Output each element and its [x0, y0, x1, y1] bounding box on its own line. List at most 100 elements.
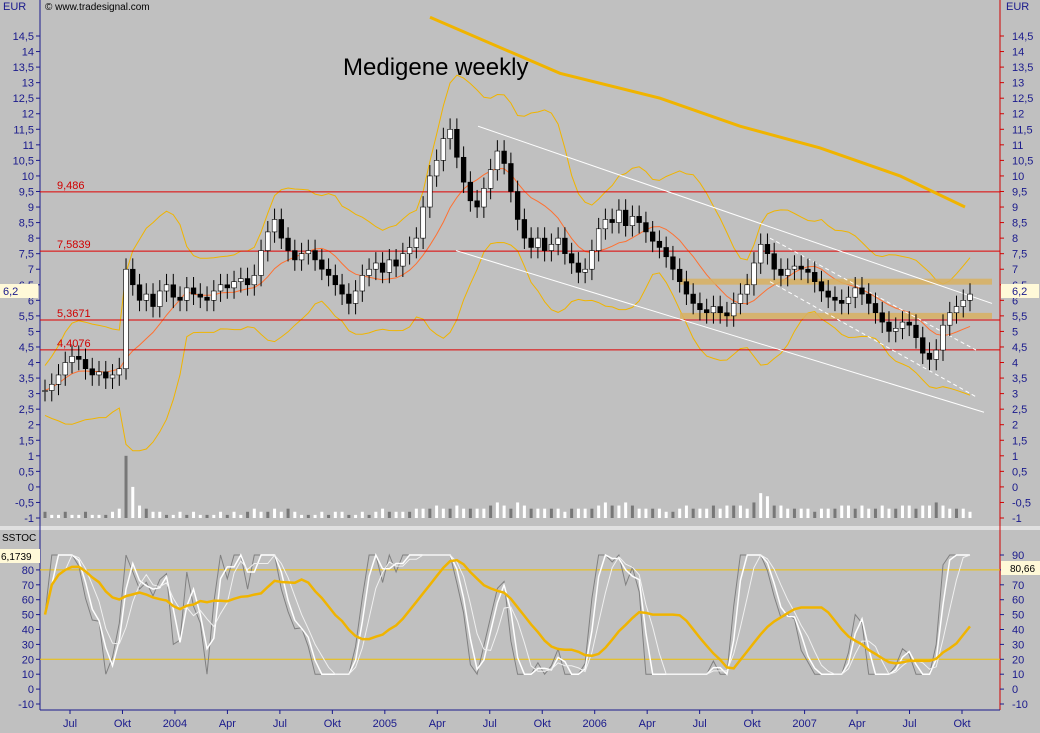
last-price-left: 6,2: [3, 286, 18, 298]
volume-bar: [468, 508, 472, 518]
candle-body: [177, 296, 183, 301]
volume-bar: [414, 508, 418, 518]
candle-body: [886, 321, 892, 332]
main-y-tick-label: 2: [28, 420, 34, 432]
main-y-tick-label: -1: [24, 513, 34, 525]
candle-body: [278, 219, 284, 239]
volume-bar: [327, 514, 331, 518]
long-moving-average: [429, 15, 966, 209]
osc-right-value-box: [1001, 561, 1040, 575]
volume-bar: [279, 511, 283, 518]
volume-bar: [948, 508, 952, 518]
candle-body: [440, 138, 447, 161]
candle-body: [130, 268, 136, 286]
candle-body: [501, 150, 507, 164]
candle-body: [89, 368, 95, 376]
volume-bar: [833, 508, 837, 518]
main-y-tick-label: 8: [28, 233, 34, 245]
candle-body: [609, 219, 615, 223]
volume-bar: [590, 508, 594, 518]
main-y-tick-label-right: 7: [1012, 264, 1018, 276]
osc-raw-line: [44, 553, 970, 676]
candle-body: [231, 281, 237, 289]
reference-label: 4,4076: [57, 338, 91, 350]
candle-body: [859, 287, 865, 295]
candle-body: [940, 324, 946, 351]
main-y-tick-label-right: 10: [1012, 171, 1024, 183]
main-y-tick-label: 14: [22, 47, 34, 59]
last-price-right: 6,2: [1012, 286, 1027, 298]
main-y-tick-label: 4: [28, 358, 34, 370]
candle-body: [55, 374, 62, 385]
volume-bar: [387, 511, 391, 518]
volume-bar: [907, 505, 911, 518]
main-y-tick-label-right: 4,5: [1012, 342, 1027, 354]
main-y-tick-label: 2,5: [19, 404, 34, 416]
main-y-tick-label-right: 14: [1012, 47, 1024, 59]
volume-bar: [732, 505, 736, 518]
volume-bar: [691, 508, 695, 518]
volume-bar: [286, 508, 290, 518]
volume-bar: [887, 508, 891, 518]
reference-label: 7,5839: [57, 239, 91, 251]
main-y-tick-label-right: 4: [1012, 358, 1018, 370]
candle-body: [379, 262, 386, 273]
main-y-tick-label-right: 3: [1012, 389, 1018, 401]
channel-bottom: [455, 250, 985, 413]
main-y-tick-label-right: 11: [1012, 140, 1023, 152]
main-y-tick-label-right: 14,5: [1012, 31, 1033, 43]
volume-bar: [752, 502, 756, 518]
osc-y-tick-label: 10: [22, 669, 34, 681]
candle-body: [244, 278, 251, 286]
candle-body: [744, 284, 750, 295]
last-price-box-right: [1001, 284, 1039, 298]
candle-body: [217, 284, 224, 292]
main-y-tick-label-right: -1: [1012, 513, 1022, 525]
volume-bar: [718, 508, 722, 518]
volume-bar: [711, 505, 715, 518]
volume-bar: [806, 508, 810, 518]
candle-body: [42, 390, 48, 392]
channel-top: [477, 125, 993, 304]
osc-y-tick-label: 60: [22, 595, 34, 607]
volume-bar: [779, 505, 783, 518]
candle-body: [339, 284, 345, 295]
volume-bar: [205, 514, 209, 518]
main-y-tick-label: 9: [28, 202, 34, 214]
candle-body: [136, 284, 143, 301]
main-y-tick-label: 10: [22, 171, 34, 183]
last-price-marker: 6,2 6,2: [0, 284, 1039, 298]
candle-body: [852, 287, 858, 298]
main-y-tick-label-right: 8,5: [1012, 218, 1027, 230]
volume-bar: [232, 511, 236, 518]
osc-y-tick-label-right: 90: [1012, 550, 1024, 562]
candle-body: [589, 250, 595, 270]
volume-bar: [597, 505, 601, 518]
candle-body: [366, 268, 372, 276]
osc-y-tick-label-right: -10: [1012, 699, 1028, 711]
volume-bar: [219, 511, 223, 518]
oscillator-y-axis-left: -100102030405060708090: [18, 550, 40, 711]
volume-bar: [225, 514, 229, 518]
main-y-tick-label-right: 5: [1012, 326, 1018, 338]
time-axis: Jul Okt 2004 Apr Jul Okt 2005 Apr Jul Okt 2006 Apr J…: [63, 710, 971, 730]
candle-body: [69, 355, 75, 363]
candle-body: [812, 272, 818, 282]
volume-bar: [570, 508, 574, 518]
volume-bar: [158, 511, 162, 518]
main-y-tick-label-right: 9,5: [1012, 186, 1027, 198]
volume-bar: [678, 508, 682, 518]
volume-bar: [671, 511, 675, 518]
volume-bar: [381, 508, 385, 518]
candle-body: [393, 259, 399, 267]
volume-bar: [192, 511, 196, 518]
candle-body: [359, 275, 365, 292]
reference-label: 9,486: [57, 180, 85, 192]
volume-bar: [617, 505, 621, 518]
oscillator-lines: [43, 552, 971, 676]
volume-bar: [738, 505, 742, 518]
main-y-tick-label: 1: [28, 451, 34, 463]
osc-y-tick-label: 20: [22, 654, 34, 666]
last-price-box-left: [0, 284, 38, 298]
candle-body: [906, 321, 912, 326]
